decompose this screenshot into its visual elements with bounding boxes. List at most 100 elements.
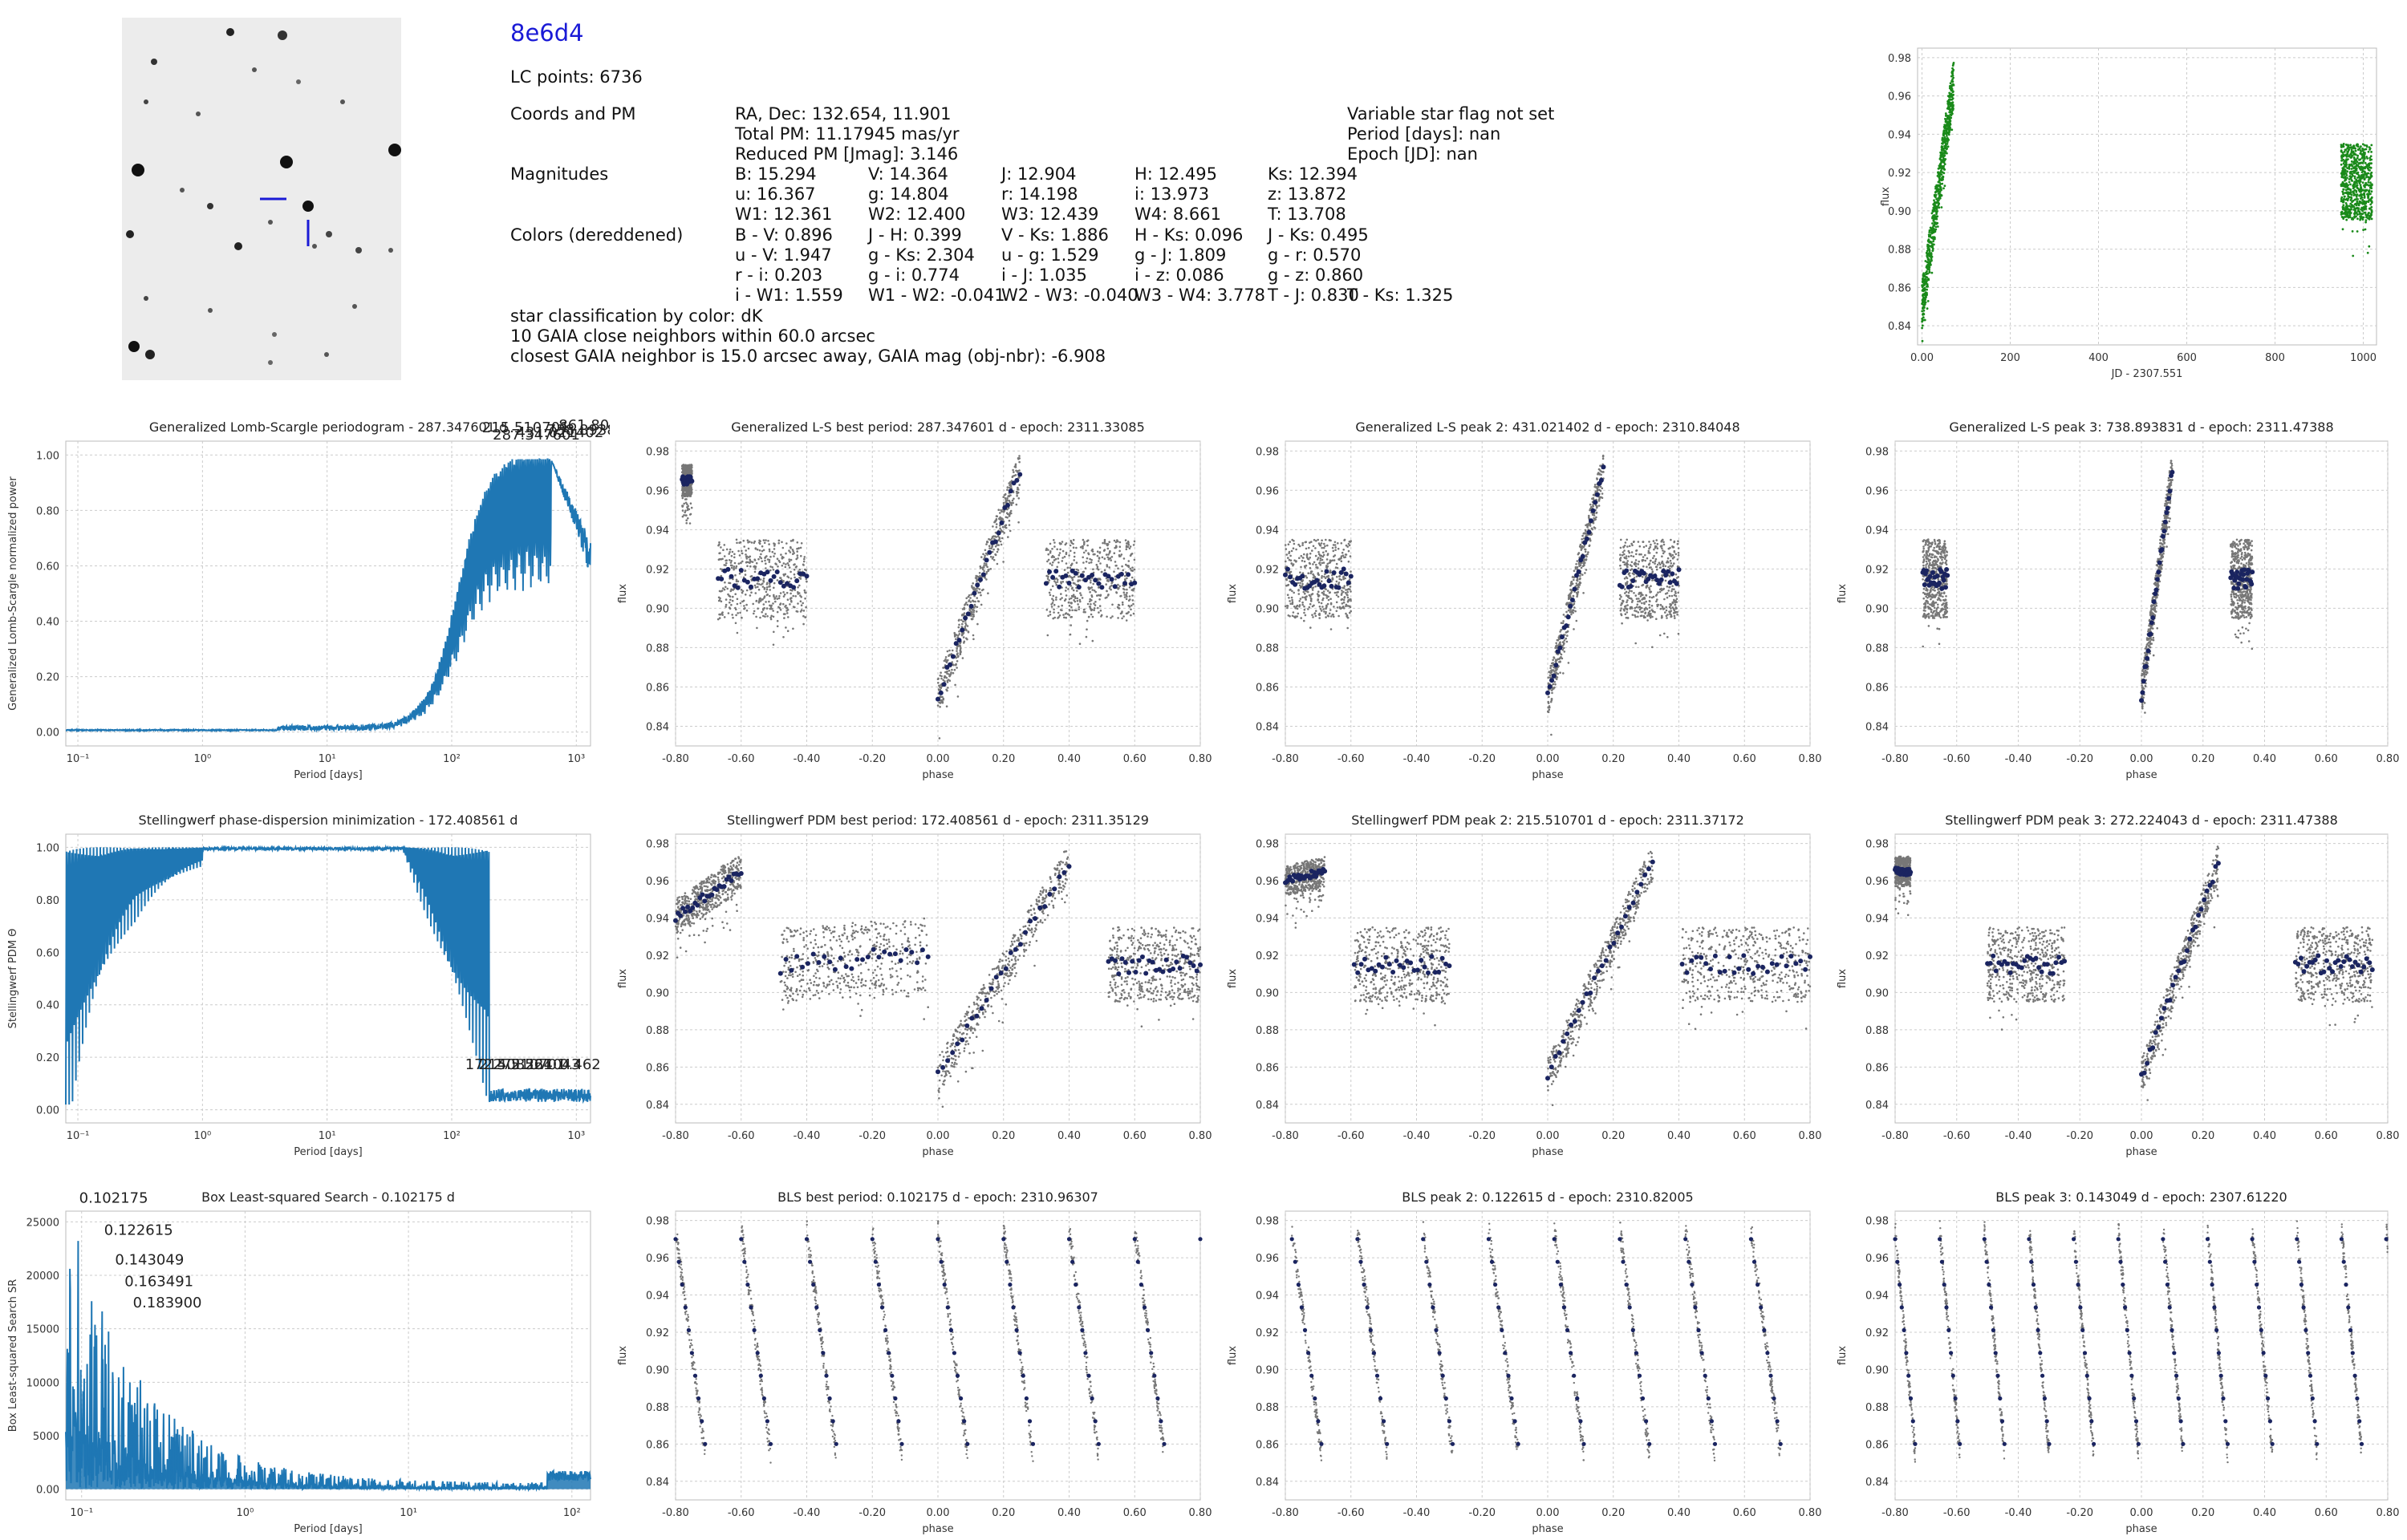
y-tick-label: 0.00 [36, 1485, 59, 1497]
mag_rows-value: T: 13.708 [1268, 205, 1346, 224]
x-tick-label: -0.80 [662, 753, 689, 765]
colors-label: Colors (dereddened) [510, 225, 684, 245]
y-axis: 0.84 0.86 0.88 0.90 0.92 0.94 0.96 0.98 [1256, 446, 1810, 733]
x-tick-label: -0.40 [1403, 1130, 1431, 1142]
peak-annotation: 0.462 [559, 1056, 601, 1073]
y-tick-label: 0.96 [1888, 91, 1911, 103]
y-tick-label: 0.84 [646, 1100, 669, 1112]
y-tick-label: 0.80 [36, 895, 59, 907]
y-tick-label: 0.92 [1256, 950, 1279, 962]
x-tick-label: 0.40 [2253, 1130, 2276, 1142]
y-axis: 0.00 0.20 0.40 0.60 0.80 1.00 [36, 842, 591, 1117]
x-tick-label: 0.40 [1667, 1130, 1691, 1142]
color_rows-value: i - z: 0.086 [1134, 265, 1224, 285]
x-tick-label: -0.40 [2005, 753, 2032, 765]
y-tick-label: 10000 [26, 1377, 59, 1389]
x-tick-label: 0.20 [2191, 1130, 2214, 1142]
y-tick-label: 0.86 [646, 682, 669, 694]
y-tick-label: 0.98 [1865, 446, 1889, 458]
x-tick-label: 10² [443, 1130, 461, 1142]
x-tick-label: 0.80 [1799, 1130, 1822, 1142]
binned-points [1893, 861, 2375, 1077]
x-tick-label: -0.60 [1943, 753, 1971, 765]
y-tick-label: 0.92 [1256, 564, 1279, 576]
x-tick-label: 0.20 [2191, 1507, 2214, 1519]
x-axis-label: phase [1532, 1146, 1563, 1158]
y-tick-label: 0.92 [1256, 1327, 1279, 1339]
x-tick-label: 0.40 [2253, 1507, 2276, 1519]
y-axis: 0.84 0.86 0.88 0.90 0.92 0.94 0.96 0.98 [1256, 1216, 1810, 1489]
chart-title: Stellingwerf phase-dispersion minimizati… [139, 813, 518, 828]
y-tick-label: 0.84 [1256, 1477, 1279, 1489]
y-axis-label: flux [1227, 584, 1239, 603]
chart-title: Generalized L-S peak 3: 738.893831 d - e… [1949, 419, 2333, 435]
y-tick-label: 0.92 [1865, 1327, 1889, 1339]
x-tick-label: 0.60 [1123, 1130, 1147, 1142]
object-info: 8e6d4 LC points: 6736 Coords and PM RA, … [510, 16, 1634, 369]
y-tick-label: 0.86 [1256, 1439, 1279, 1451]
peak-annotation: 172.408561 [465, 1056, 553, 1073]
y-tick-label: 0.60 [36, 561, 59, 573]
x-axis: -0.80 -0.60 -0.40 -0.20 0.00 0.20 0.40 0.60 0.80 [662, 1211, 1212, 1519]
chart-title: Stellingwerf PDM peak 3: 272.224043 d - … [1945, 813, 2338, 828]
y-tick-label: 0.94 [646, 1291, 669, 1303]
chart-title: BLS peak 2: 0.122615 d - epoch: 2310.820… [1402, 1189, 1693, 1205]
x-tick-label: 0.60 [1123, 753, 1147, 765]
x-tick-label: -0.60 [1337, 1130, 1365, 1142]
y-tick-label: 0.90 [646, 1364, 669, 1376]
gls-periodogram: Generalized Lomb-Scargle periodogram - 2… [7, 417, 610, 781]
y-tick-label: 0.90 [1256, 987, 1279, 999]
x-axis: 10⁻¹ 10⁰ 10¹ 10² 10³ [67, 441, 585, 765]
x-tick-label: 0.40 [1667, 753, 1691, 765]
y-tick-label: 0.88 [1256, 642, 1279, 654]
x-tick-label: 0.60 [1733, 1130, 1756, 1142]
y-tick-label: 0.86 [646, 1439, 669, 1451]
y-tick-label: 0.94 [1865, 525, 1889, 537]
y-tick-label: 0.92 [1865, 564, 1889, 576]
y-tick-label: 0.86 [646, 1062, 669, 1074]
color_rows-value: J - H: 0.399 [868, 225, 962, 245]
gaia-closest: closest GAIA neighbor is 15.0 arcsec awa… [510, 346, 1106, 366]
y-tick-label: 0.98 [1256, 446, 1279, 458]
y-axis: 0.84 0.86 0.88 0.90 0.92 0.94 0.96 0.98 [646, 839, 1200, 1112]
x-tick-label: 10⁰ [237, 1507, 254, 1519]
x-axis: -0.80 -0.60 -0.40 -0.20 0.00 0.20 0.40 0.60 0.80 [1881, 441, 2399, 765]
binned-points [1283, 859, 1812, 1081]
y-axis-label: Box Least-squared Search SR [7, 1279, 19, 1433]
data-series [1920, 460, 2255, 714]
y-tick-label: 0.40 [36, 617, 59, 629]
x-tick-label: 0.40 [1057, 753, 1081, 765]
y-axis: 0.84 0.86 0.88 0.90 0.92 0.94 0.96 0.98 [1865, 446, 2388, 733]
mag_rows-value: W2: 12.400 [868, 205, 966, 224]
x-tick-label: 0.60 [1733, 753, 1756, 765]
color_rows-value: i - W1: 1.559 [735, 286, 843, 305]
x-tick-label: 0.00 [927, 1507, 950, 1519]
x-tick-label: -0.20 [858, 1130, 886, 1142]
x-tick-label: 0.60 [2315, 1130, 2338, 1142]
x-axis-label: phase [2125, 769, 2157, 781]
x-tick-label: 0.40 [1667, 1507, 1691, 1519]
y-tick-label: 0.86 [1865, 682, 1889, 694]
x-tick-label: -0.80 [662, 1130, 689, 1142]
data-series [65, 1241, 591, 1493]
y-tick-label: 0.92 [1888, 168, 1911, 180]
peak-annotation: 0.122615 [104, 1222, 173, 1238]
x-tick-label: 0.00 [927, 1130, 950, 1142]
y-tick-label: 20000 [26, 1270, 59, 1283]
data-series [1289, 1221, 1783, 1462]
periodogram-line [66, 457, 591, 733]
y-tick-label: 0.84 [646, 721, 669, 733]
data-series [1893, 845, 2375, 1101]
x-tick-label: -0.60 [1337, 1507, 1365, 1519]
color_rows-value: T - J: 0.830 [1268, 286, 1359, 305]
x-tick-label: -0.20 [858, 753, 886, 765]
lc-points: LC points: 6736 [510, 67, 643, 87]
data-series [673, 850, 1203, 1108]
gls-phased-peak2: Generalized L-S peak 2: 431.021402 d - e… [1227, 419, 1821, 781]
y-tick-label: 0.20 [36, 672, 59, 684]
y-tick-label: 0.88 [1888, 245, 1911, 257]
y-tick-label: 1.00 [36, 842, 59, 854]
y-tick-label: 0.98 [646, 1216, 669, 1228]
y-tick-label: 0.94 [646, 914, 669, 926]
y-tick-label: 0.96 [646, 1253, 669, 1265]
